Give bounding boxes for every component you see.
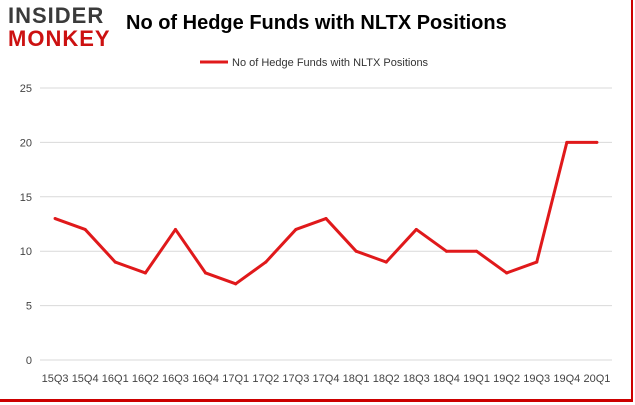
x-tick-label: 19Q4 [553,373,580,385]
y-axis-ticks: 0 5 10 15 20 25 [20,83,32,367]
legend: No of Hedge Funds with NLTX Positions [200,57,429,69]
y-tick-label: 5 [26,301,32,313]
data-point [505,271,509,275]
data-point [414,227,418,231]
x-tick-label: 16Q2 [132,373,159,385]
data-point [204,271,208,275]
x-tick-label: 17Q4 [313,373,340,385]
x-tick-label: 16Q4 [192,373,219,385]
data-point [565,140,569,144]
x-tick-label: 18Q4 [433,373,460,385]
x-tick-label: 16Q3 [162,373,189,385]
data-point [113,260,117,264]
data-point [53,217,57,221]
data-point [264,260,268,264]
x-tick-label: 18Q3 [403,373,430,385]
x-tick-label: 19Q2 [493,373,520,385]
x-tick-label: 17Q1 [222,373,249,385]
x-tick-label: 16Q1 [102,373,129,385]
logo-line-2: MONKEY [8,26,111,51]
data-point [294,227,298,231]
data-point [475,249,479,253]
logo-line-1: INSIDER [8,3,105,28]
series-line [54,140,597,286]
data-point [234,282,238,286]
data-point [444,249,448,253]
x-tick-label: 17Q2 [252,373,279,385]
grid-lines [40,87,612,361]
chart-title: No of Hedge Funds with NLTX Positions [126,12,507,34]
data-point [324,217,328,221]
y-tick-label: 0 [26,355,32,367]
data-point [384,260,388,264]
data-point [595,140,599,144]
y-tick-label: 10 [20,246,32,258]
x-tick-label: 15Q3 [42,373,69,385]
x-tick-label: 18Q1 [343,373,370,385]
x-tick-label: 20Q1 [583,373,610,385]
x-axis-ticks: 15Q3 15Q4 16Q1 16Q2 16Q3 16Q4 17Q1 17Q2 17Q3 17Q4… [42,373,611,385]
x-tick-label: 15Q4 [72,373,99,385]
x-tick-label: 19Q1 [463,373,490,385]
data-point [83,227,87,231]
insider-monkey-logo: INSIDER MONKEY [8,5,118,51]
data-point [354,249,358,253]
y-tick-label: 15 [20,192,32,204]
data-point [173,227,177,231]
data-point [143,271,147,275]
y-tick-label: 20 [20,137,32,149]
series-group [53,140,599,286]
data-point [535,260,539,264]
x-tick-label: 19Q3 [523,373,550,385]
x-tick-label: 18Q2 [373,373,400,385]
legend-label: No of Hedge Funds with NLTX Positions [232,57,429,69]
x-tick-label: 17Q3 [282,373,309,385]
y-tick-label: 25 [20,83,32,95]
